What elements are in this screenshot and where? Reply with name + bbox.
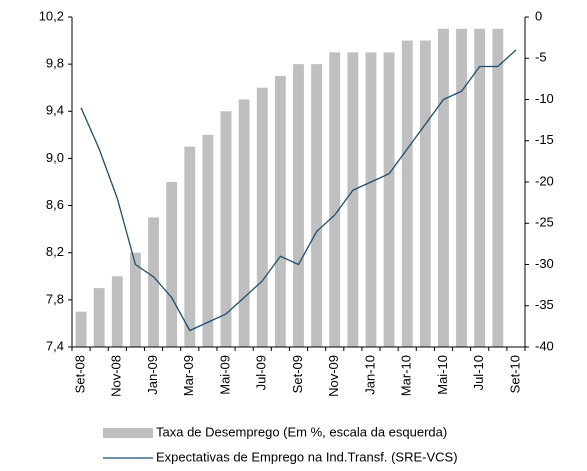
x-tick-label: Set-10 bbox=[507, 355, 522, 393]
bar bbox=[148, 217, 159, 347]
bar bbox=[438, 28, 449, 348]
line bbox=[80, 49, 517, 332]
y2-tick-label: -10 bbox=[535, 91, 554, 106]
y2-tick-label: -30 bbox=[535, 256, 554, 271]
bar bbox=[365, 52, 377, 347]
y-tick-label: 9,0 bbox=[46, 150, 64, 165]
y2-tick-label: -20 bbox=[535, 173, 554, 188]
x-tick-label: Mai-10 bbox=[435, 355, 450, 395]
y-tick-label: 8,6 bbox=[46, 197, 64, 212]
x-tick-label: Mar-09 bbox=[181, 355, 196, 396]
y2-tick-label: -25 bbox=[535, 215, 554, 230]
x-tick-label: Mai-09 bbox=[217, 355, 232, 395]
bar bbox=[238, 99, 250, 347]
bar bbox=[419, 40, 431, 347]
bar bbox=[329, 52, 341, 347]
y-tick-label: 7,4 bbox=[46, 338, 64, 353]
bar bbox=[75, 311, 87, 347]
y2-tick-label: -40 bbox=[535, 338, 554, 353]
x-tick-label: Jul-09 bbox=[254, 355, 269, 390]
x-tick-label: Set-08 bbox=[72, 355, 87, 393]
x-tick-label: Jan-10 bbox=[362, 355, 377, 395]
x-tick-label: Nov-09 bbox=[326, 355, 341, 397]
bar bbox=[111, 276, 123, 347]
y-tick-label: 9,8 bbox=[46, 56, 64, 71]
y2-tick-label: -5 bbox=[535, 50, 547, 65]
bar bbox=[383, 52, 395, 347]
bar bbox=[474, 28, 486, 348]
bar bbox=[311, 64, 323, 348]
y2-tick-label: -15 bbox=[535, 132, 554, 147]
bar bbox=[93, 288, 105, 347]
bar bbox=[256, 87, 268, 347]
bar bbox=[401, 40, 413, 347]
legend-label: Expectativas de Emprego na Ind.Transf. (… bbox=[156, 449, 458, 464]
y2-tick-label: 0 bbox=[535, 8, 542, 23]
bar bbox=[166, 182, 178, 347]
y-tick-label: 7,8 bbox=[46, 291, 64, 306]
x-tick-label: Jul-10 bbox=[471, 355, 486, 390]
bar bbox=[220, 111, 232, 348]
x-tick-label: Set-09 bbox=[290, 355, 305, 393]
bar bbox=[347, 52, 359, 347]
x-tick-label: Jan-09 bbox=[145, 355, 160, 395]
bar bbox=[184, 146, 196, 347]
legend-swatch bbox=[103, 428, 153, 438]
x-tick-label: Nov-08 bbox=[109, 355, 124, 397]
y-tick-label: 10,2 bbox=[39, 8, 64, 23]
bar bbox=[456, 28, 468, 348]
y-tick-label: 9,4 bbox=[46, 103, 64, 118]
legend-label: Taxa de Desemprego (Em %, escala da esqu… bbox=[156, 424, 447, 439]
bar bbox=[492, 28, 504, 348]
x-tick-label: Mar-10 bbox=[399, 355, 414, 396]
bar bbox=[293, 64, 304, 348]
bar bbox=[274, 75, 286, 347]
y2-tick-label: -35 bbox=[535, 297, 554, 312]
y-tick-label: 8,2 bbox=[46, 244, 64, 259]
bar bbox=[202, 134, 214, 347]
bar bbox=[129, 252, 141, 347]
